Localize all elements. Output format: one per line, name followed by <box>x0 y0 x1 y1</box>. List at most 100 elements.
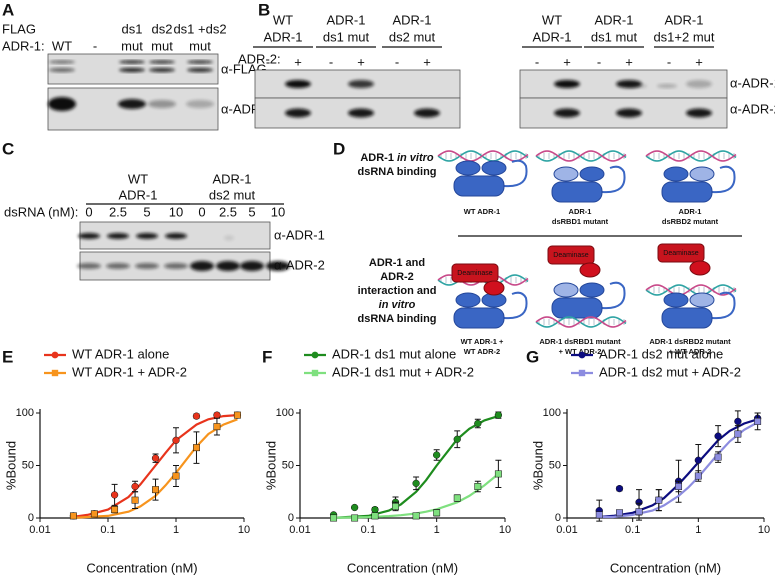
x-tick-label: 0.1 <box>100 524 115 536</box>
marker <box>494 411 503 419</box>
deaminase-label: Deaminase <box>457 270 493 277</box>
helix-strand <box>645 150 737 162</box>
dsrbd <box>455 292 481 308</box>
caption: WT ADR-1 <box>464 207 500 216</box>
caption: + WT ADR-2 <box>559 347 602 356</box>
deaminase-domain <box>483 280 505 296</box>
caption: dsRBD1 mutant <box>552 217 609 226</box>
helix-strand <box>645 284 737 296</box>
marker <box>392 503 399 510</box>
marker <box>172 436 180 444</box>
label: 5 <box>143 204 150 219</box>
caption: dsRBD2 mutant <box>662 217 719 226</box>
legend-marker <box>311 351 319 359</box>
dsrbd <box>481 160 507 176</box>
legend-label: ADR-1 ds2 mut alone <box>599 346 723 361</box>
label: α-ADR-2 <box>274 257 325 272</box>
panel-letter: F <box>262 347 272 366</box>
label: - <box>667 54 671 69</box>
dsrbd <box>663 292 689 308</box>
marker <box>494 470 502 478</box>
band <box>240 261 264 271</box>
dsrbd <box>579 166 605 182</box>
label: mut <box>189 38 211 53</box>
band <box>135 263 159 269</box>
marker <box>474 419 482 428</box>
marker <box>151 454 160 462</box>
band <box>78 233 100 239</box>
x-tick-label: 0.01 <box>556 524 577 536</box>
marker <box>616 509 623 517</box>
panel-letter: E <box>2 347 13 366</box>
label: - <box>329 54 333 69</box>
x-tick-label: 0.1 <box>361 524 376 536</box>
heading: dsRNA binding <box>357 313 436 325</box>
adr1-body <box>551 181 603 203</box>
marker <box>213 411 221 419</box>
panel-letter: D <box>333 139 345 158</box>
legend-marker <box>578 369 586 377</box>
dsrbd <box>455 160 481 176</box>
helix-strand <box>535 316 627 328</box>
marker <box>193 444 200 452</box>
band <box>554 108 580 118</box>
dsrbd <box>553 166 579 182</box>
label: ADR-1: <box>2 38 45 53</box>
blot <box>47 87 219 131</box>
x-tick-label: 10 <box>499 524 511 536</box>
label: ADR-1 <box>118 187 157 202</box>
label: WT <box>52 38 72 53</box>
y-tick-label: 100 <box>276 407 294 419</box>
deaminase-label: Deaminase <box>663 250 699 257</box>
label: + <box>294 54 302 69</box>
band <box>285 80 311 88</box>
band <box>224 235 234 241</box>
linker <box>601 281 626 310</box>
marker <box>635 508 643 516</box>
adr1-body <box>453 307 505 329</box>
label: ADR-1 <box>326 12 365 27</box>
band <box>136 233 158 239</box>
panel-letter: C <box>2 139 14 158</box>
label: ds1 mut <box>323 29 370 44</box>
x-tick-label: 0.01 <box>29 524 50 536</box>
x-axis-label: Concentration (nM) <box>86 560 197 575</box>
marker <box>371 512 379 520</box>
marker <box>330 514 338 522</box>
legend-label: WT ADR-1 alone <box>72 346 169 361</box>
y-tick-label: 50 <box>549 459 561 471</box>
band <box>187 60 213 64</box>
label: mut <box>121 38 143 53</box>
helix-strand <box>437 150 529 162</box>
marker <box>453 494 461 502</box>
label: ADR-1 <box>392 12 431 27</box>
band <box>49 60 75 64</box>
marker <box>675 483 683 490</box>
y-tick-label: 0 <box>28 512 34 524</box>
label: α-ADR-1 <box>274 227 325 242</box>
marker <box>152 486 159 494</box>
caption: + WT ADR-2 <box>669 347 712 356</box>
dsrbd <box>689 166 715 182</box>
label: + <box>625 54 633 69</box>
dsrbd <box>553 282 579 298</box>
marker <box>453 435 461 443</box>
band <box>187 68 213 72</box>
helix-strand <box>437 150 529 162</box>
caption: WT ADR-2 <box>464 347 500 356</box>
fit-curve <box>72 418 238 520</box>
x-axis-label: Concentration (nM) <box>610 560 721 575</box>
marker <box>172 472 180 480</box>
band <box>348 80 374 88</box>
label: ds1 <box>122 21 143 36</box>
marker <box>110 491 119 499</box>
band <box>686 80 712 88</box>
band <box>657 84 677 88</box>
y-axis-label: %Bound <box>3 441 18 490</box>
caption: ADR-1 dsRBD2 mutant <box>649 337 731 346</box>
legend-label: ADR-1 ds2 mut + ADR-2 <box>599 364 741 379</box>
adr1-body <box>453 175 505 197</box>
marker <box>412 512 420 520</box>
linker <box>503 159 528 188</box>
